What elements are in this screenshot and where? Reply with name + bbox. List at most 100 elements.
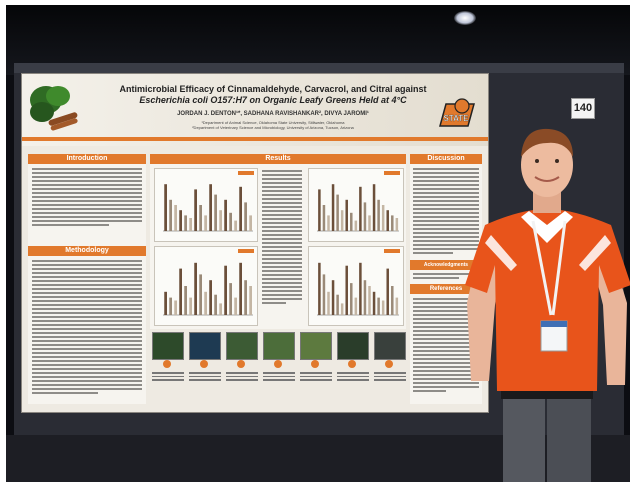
poster-affiliations: ¹Department of Animal Science, Oklahoma …	[114, 120, 432, 130]
chart-bar	[199, 205, 202, 231]
chart-bar	[345, 199, 348, 231]
results-chart-3	[308, 168, 404, 242]
discussion-text	[413, 168, 479, 256]
chart-bar	[164, 291, 167, 315]
references-text	[413, 298, 479, 394]
chart-bar	[336, 294, 339, 315]
name-badge-band	[541, 321, 567, 327]
chart-bar	[354, 297, 358, 315]
booth-number-sign: 140	[571, 98, 595, 119]
step-caption	[263, 372, 295, 386]
step-photo-5	[300, 332, 332, 360]
affiliation-line2: ²Department of Veterinary Science and Mi…	[192, 125, 354, 130]
step-photo-3	[226, 332, 258, 360]
step-marker	[348, 360, 356, 368]
hair	[521, 128, 573, 157]
chart-bar	[179, 210, 182, 231]
smile	[534, 176, 560, 182]
lanyard	[531, 220, 567, 316]
results-chart-1-bars	[163, 184, 253, 232]
step-caption	[300, 372, 332, 386]
left-eye	[535, 159, 539, 163]
chart-bar	[395, 218, 399, 231]
poster-title: Antimicrobial Efficacy of Cinnamaldehyde…	[114, 84, 432, 106]
university-logo-icon: STATE	[439, 98, 475, 127]
step-photo-1	[152, 332, 184, 360]
chart-bar	[372, 184, 376, 231]
chart-bar	[322, 274, 326, 315]
chart-bar	[184, 286, 187, 315]
chart-bar	[229, 212, 232, 231]
chart-bar	[340, 210, 344, 231]
chart-bar	[368, 215, 371, 231]
results-chart-2-bars	[163, 262, 253, 316]
poster-title-line2: Escherichia coli O157:H7 on Organic Leaf…	[139, 95, 407, 105]
chart-bar	[386, 268, 389, 315]
chart-bar	[174, 205, 177, 231]
methodology-text	[32, 260, 142, 396]
poster-title-line1: Antimicrobial Efficacy of Cinnamaldehyde…	[119, 84, 427, 94]
references-header: References	[410, 284, 482, 294]
chart-bar	[184, 215, 187, 231]
results-header: Results	[150, 154, 406, 164]
chart-bar	[244, 202, 247, 231]
introduction-text	[32, 168, 142, 228]
chart-bar	[194, 262, 197, 315]
step-caption	[189, 372, 221, 386]
chart-bar	[239, 262, 242, 315]
chart-bar	[350, 283, 353, 315]
results-chart-2	[154, 246, 258, 326]
chart-bar	[249, 215, 252, 231]
shirt-stripe-left	[485, 235, 517, 271]
chart-bar	[204, 215, 207, 231]
step-photo-7	[374, 332, 406, 360]
chart-bar	[239, 186, 242, 231]
chart-bar	[219, 210, 222, 231]
step-caption	[226, 372, 258, 386]
introduction-header: Introduction	[28, 154, 146, 164]
trousers-left	[503, 393, 545, 482]
step-photo-6	[337, 332, 369, 360]
ceiling-light	[454, 11, 476, 25]
discussion-header: Discussion	[410, 154, 482, 164]
chart-bar	[174, 300, 177, 315]
chart-bar	[363, 280, 367, 315]
acknowledgments-header: Acknowledgments	[410, 260, 482, 270]
chart-bar	[224, 265, 227, 315]
chart-bar	[359, 186, 362, 231]
chart-bar	[395, 297, 399, 315]
right-eye	[555, 159, 559, 163]
step-marker	[311, 360, 319, 368]
results-chart-4-bars	[317, 262, 399, 316]
procedure-steps	[152, 332, 406, 402]
chart-bar	[169, 297, 172, 315]
chart-bar	[224, 199, 227, 231]
results-chart-1	[154, 168, 258, 242]
left-column: Introduction Methodology	[28, 154, 146, 404]
chart-bar	[340, 303, 344, 315]
poster-header: Antimicrobial Efficacy of Cinnamaldehyde…	[22, 74, 488, 146]
chart-bar	[169, 199, 172, 231]
trousers-right	[547, 393, 591, 482]
photo-scene: 140 Antimicrobial Efficacy of Cinnamalde…	[6, 5, 630, 482]
results-chart-4	[308, 246, 404, 326]
chart-bar	[199, 274, 202, 315]
chart-bar	[381, 205, 385, 231]
presenter-person	[465, 128, 630, 482]
step-caption	[374, 372, 406, 386]
chart-bar	[359, 262, 362, 315]
chart-bar	[336, 194, 339, 231]
chart-bar	[214, 194, 217, 231]
step-marker	[385, 360, 393, 368]
step-marker	[237, 360, 245, 368]
step-marker	[163, 360, 171, 368]
chart-bar	[209, 184, 212, 231]
chart-bar	[179, 268, 182, 315]
chart-bar	[194, 189, 197, 231]
chart-bar	[164, 184, 167, 231]
logo-text: STATE	[443, 114, 469, 123]
face	[521, 133, 573, 197]
chart-bar	[363, 202, 367, 231]
step-marker	[274, 360, 282, 368]
poster-header-rule	[22, 137, 488, 141]
